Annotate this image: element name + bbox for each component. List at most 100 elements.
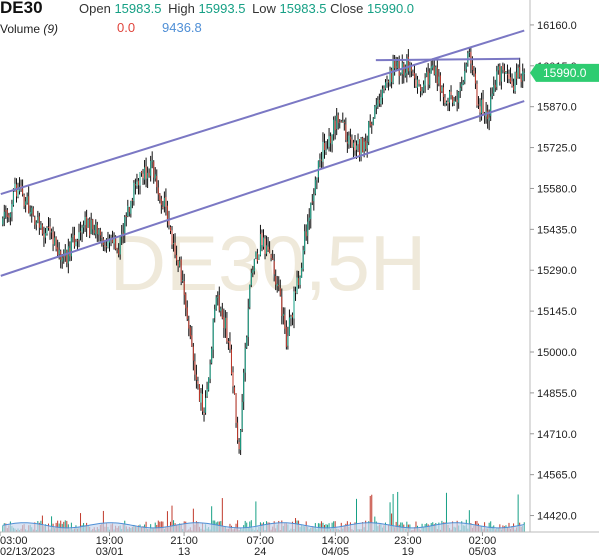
candle-body-up [429, 72, 431, 85]
candle-body-up [119, 236, 121, 255]
volume-label: Volume [0, 22, 41, 36]
price-axis[interactable]: 16160.016015.015870.015725.015580.015435… [530, 20, 577, 523]
candle-body-up [46, 227, 48, 234]
candle-body-up [220, 308, 222, 312]
candle-body-down [23, 194, 25, 207]
y-tick-label: 15290.0 [537, 265, 577, 277]
candle-body-up [465, 64, 467, 70]
candle-body-up [500, 66, 502, 82]
candle-body-down [159, 193, 161, 201]
candle-body-down [291, 314, 293, 318]
candle-body-up [357, 139, 359, 145]
candle-body-down [394, 59, 396, 69]
candle-body-up [491, 93, 493, 97]
candle-body-up [328, 136, 330, 147]
candle-body-down [383, 88, 385, 90]
candle-body-down [101, 236, 103, 238]
candle-body-down [202, 393, 204, 412]
candle-body-up [139, 172, 141, 186]
candle-body-down [86, 216, 88, 229]
x-tick-date: 24 [254, 546, 266, 557]
candle-body-down [510, 77, 512, 83]
y-tick-label: 14565.0 [537, 470, 577, 482]
candle-body-down [285, 327, 287, 347]
candle-body-down [452, 95, 454, 103]
candle-body-down [169, 226, 171, 232]
trendline-upper[interactable] [0, 29, 525, 196]
y-tick-label: 15435.0 [537, 224, 577, 236]
candle-body-down [256, 253, 258, 262]
candle-body-down [28, 196, 30, 214]
candle-body-down [32, 208, 34, 216]
candle-body-down [15, 184, 17, 197]
candle-body-up [384, 82, 386, 89]
candle-body-down [351, 139, 353, 148]
trendline-resistance[interactable] [375, 57, 520, 62]
candle-body-down [369, 121, 371, 126]
low-label: Low [252, 1, 276, 16]
candle-body-down [137, 180, 139, 186]
candle-body-up [307, 221, 309, 236]
candle-body-up [84, 216, 86, 226]
candle-body-up [514, 72, 516, 92]
candle-body-up [288, 317, 290, 336]
candle-body-up [461, 83, 463, 87]
candle-body-down [141, 171, 143, 174]
candle-body-down [105, 246, 107, 248]
candle-body-up [352, 142, 354, 148]
candle-body-up [163, 198, 165, 207]
candle-body-down [334, 120, 336, 131]
candle-body-down [156, 175, 158, 188]
candle-body-down [142, 173, 144, 179]
candle-body-up [144, 167, 146, 180]
candle-body-up [37, 217, 39, 223]
x-tick-date: 19 [402, 546, 414, 557]
candle-body-down [237, 422, 239, 441]
candle-body-down [227, 341, 229, 343]
candle-body-down [92, 219, 94, 230]
x-tick-time: 14:00 [322, 535, 350, 547]
candle-body-down [194, 361, 196, 375]
candle-body-down [506, 73, 508, 75]
trendline-lower[interactable] [0, 100, 525, 277]
candle-body-up [214, 309, 216, 319]
candle-body-down [168, 219, 170, 226]
trendlines-layer[interactable] [0, 29, 525, 277]
candle-body-down [234, 387, 236, 395]
x-tick-time: 21:00 [170, 535, 198, 547]
candle-body-up [87, 219, 89, 228]
candle-body-down [284, 314, 286, 329]
candle-body-up [130, 201, 132, 214]
candle-body-down [189, 327, 191, 337]
volume-param: (9) [43, 22, 59, 36]
candle-body-down [278, 285, 280, 287]
candle-body-up [151, 160, 153, 162]
candle-body-up [173, 243, 175, 245]
x-tick-time: 07:00 [247, 535, 275, 547]
candle-body-up [124, 217, 126, 235]
last-price-tag-label: 15990.0 [543, 66, 587, 80]
candle-body-up [263, 237, 264, 247]
candle-body-down [96, 224, 98, 234]
x-tick-time: 23:00 [394, 535, 422, 547]
candle-body-down [235, 393, 237, 423]
candle-body-up [249, 284, 251, 308]
candle-body-up [154, 174, 156, 179]
candle-body-up [44, 233, 46, 238]
candle-body-up [522, 71, 524, 81]
candle-body-up [308, 217, 310, 221]
candle-body-up [381, 88, 383, 98]
candle-body-down [403, 63, 405, 75]
candle-body-up [490, 96, 492, 116]
candle-body-up [35, 222, 37, 225]
candle-body-up [336, 115, 338, 130]
candle-body-up [360, 138, 362, 157]
candle-body-down [41, 224, 43, 234]
candle-body-up [75, 241, 77, 247]
candle-body-up [25, 201, 27, 206]
candle-body-up [200, 393, 202, 403]
volume-value-2: 9436.8 [162, 20, 202, 35]
candle-body-up [493, 85, 495, 94]
